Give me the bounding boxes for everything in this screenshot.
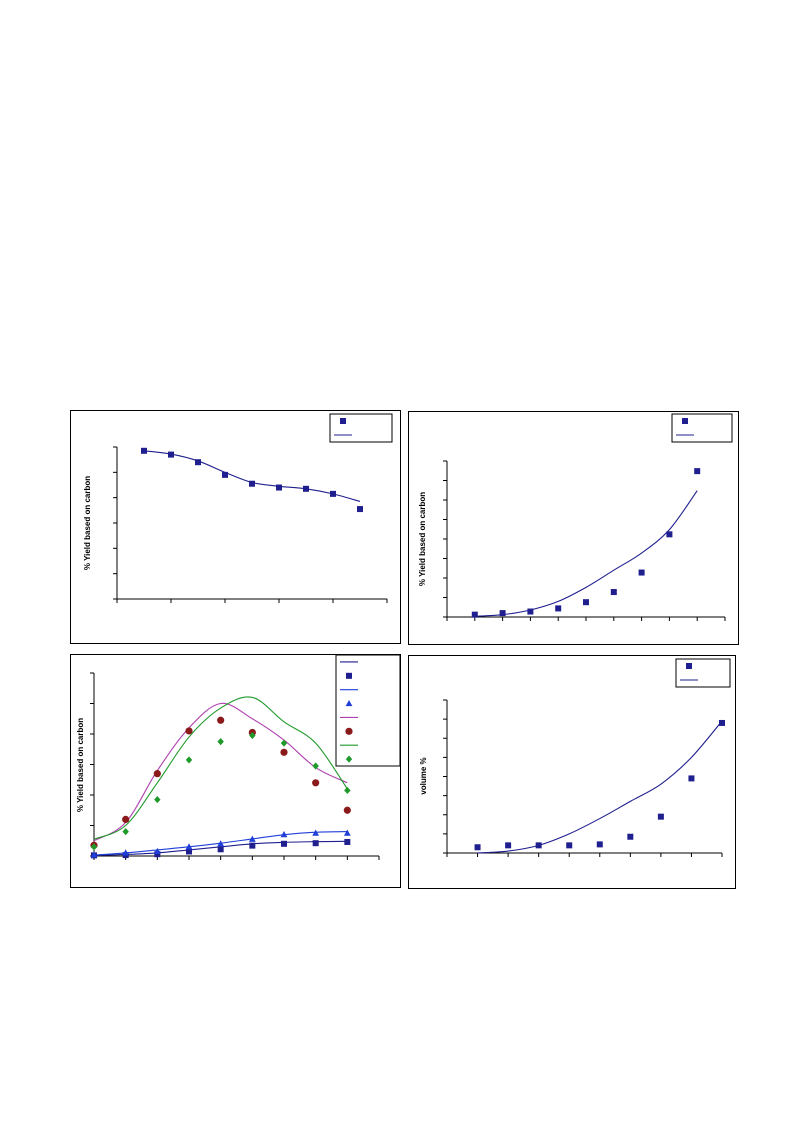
data-point-0-4 bbox=[596, 841, 603, 848]
data-point-0-1 bbox=[499, 610, 506, 617]
data-point-1-3 bbox=[186, 848, 192, 855]
chart-svg-b: % Yield based on carbon bbox=[418, 413, 733, 621]
data-point-5-1 bbox=[122, 815, 130, 823]
data-point-0-8 bbox=[357, 506, 363, 513]
data-point-3-8 bbox=[343, 829, 351, 836]
data-point-0-5 bbox=[276, 484, 282, 491]
data-point-0-8 bbox=[719, 719, 725, 726]
data-point-0-3 bbox=[555, 605, 562, 612]
chart-panel-a: % Yield based on carbon bbox=[70, 410, 401, 644]
data-point-3-0 bbox=[90, 851, 98, 858]
data-point-1-6 bbox=[281, 840, 287, 847]
data-point-0-5 bbox=[610, 589, 617, 596]
data-point-0-0 bbox=[474, 844, 481, 851]
data-point-3-2 bbox=[153, 847, 161, 855]
legend-box bbox=[675, 658, 731, 688]
data-point-0-8 bbox=[694, 468, 701, 475]
series-line-6 bbox=[93, 696, 348, 840]
data-point-0-6 bbox=[638, 569, 645, 576]
data-point-7-4 bbox=[217, 738, 224, 746]
legend-box bbox=[329, 413, 393, 443]
data-point-5-4 bbox=[217, 716, 225, 724]
chart-panel-c: % Yield based on carbon bbox=[70, 654, 401, 888]
data-point-7-2 bbox=[154, 795, 161, 804]
data-point-0-3 bbox=[566, 842, 573, 849]
legend-marker-7 bbox=[345, 755, 353, 763]
data-point-3-6 bbox=[280, 831, 288, 838]
data-point-5-2 bbox=[153, 770, 161, 778]
series-line-1 bbox=[477, 720, 723, 854]
data-point-0-7 bbox=[666, 531, 673, 538]
data-point-1-2 bbox=[154, 851, 161, 858]
y-axis-label: % Yield based on carbon bbox=[83, 476, 92, 570]
series-line-1 bbox=[143, 450, 361, 502]
legend-marker-0 bbox=[686, 663, 692, 669]
data-point-1-5 bbox=[249, 842, 256, 849]
data-point-7-1 bbox=[122, 828, 129, 836]
legend-marker-5 bbox=[345, 727, 353, 735]
data-point-0-0 bbox=[471, 611, 478, 618]
data-point-5-8 bbox=[343, 806, 351, 814]
chart-svg-d: volume % bbox=[419, 658, 731, 857]
data-point-3-5 bbox=[248, 835, 256, 842]
data-point-3-7 bbox=[312, 829, 320, 836]
chart-panel-d: volume % bbox=[408, 655, 736, 889]
series-line-4 bbox=[93, 702, 348, 842]
legend-box bbox=[335, 655, 401, 767]
data-point-0-5 bbox=[627, 833, 634, 840]
chart-svg-c: % Yield based on carbon bbox=[76, 655, 401, 860]
data-point-0-0 bbox=[141, 447, 147, 454]
data-point-1-8 bbox=[344, 838, 351, 845]
y-axis-label: % Yield based on carbon bbox=[76, 718, 85, 812]
data-point-0-4 bbox=[583, 599, 589, 606]
data-point-7-3 bbox=[185, 756, 193, 764]
chart-svg-a: % Yield based on carbon bbox=[83, 413, 393, 603]
data-point-0-1 bbox=[505, 842, 512, 849]
data-point-0-6 bbox=[657, 813, 664, 820]
data-point-7-8 bbox=[344, 786, 351, 795]
data-point-5-6 bbox=[280, 748, 288, 756]
y-axis-label: % Yield based on carbon bbox=[418, 492, 427, 586]
legend-marker-3 bbox=[345, 699, 353, 707]
data-point-0-2 bbox=[527, 608, 534, 615]
legend-marker-0 bbox=[682, 418, 688, 424]
chart-panel-b: % Yield based on carbon bbox=[408, 411, 739, 645]
data-point-0-7 bbox=[688, 775, 695, 782]
data-point-1-7 bbox=[312, 840, 319, 847]
data-point-7-6 bbox=[280, 739, 288, 747]
series-line-1 bbox=[474, 490, 698, 617]
y-axis-label: volume % bbox=[419, 757, 428, 794]
data-point-5-3 bbox=[185, 727, 193, 735]
data-point-0-3 bbox=[222, 471, 228, 478]
data-point-0-2 bbox=[195, 459, 201, 466]
data-point-3-3 bbox=[185, 843, 193, 850]
legend-marker-0 bbox=[340, 418, 346, 424]
data-point-3-1 bbox=[122, 849, 130, 856]
legend-box bbox=[671, 413, 733, 443]
legend-marker-1 bbox=[346, 672, 352, 679]
data-point-0-4 bbox=[249, 480, 255, 487]
data-point-5-7 bbox=[312, 779, 320, 787]
data-point-1-4 bbox=[217, 846, 224, 853]
data-point-3-4 bbox=[217, 840, 225, 847]
